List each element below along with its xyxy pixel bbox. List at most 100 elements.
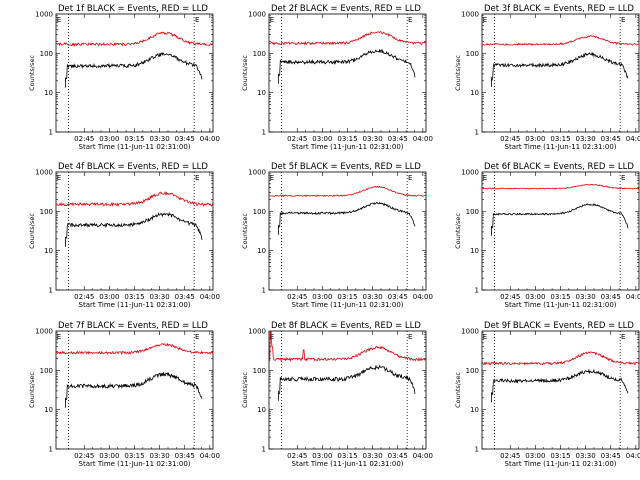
y-tick-label: 1 — [262, 287, 266, 295]
x-tick-label: 03:30 — [363, 135, 383, 143]
y-tick-label: 1000 — [35, 11, 53, 19]
series-lld — [481, 183, 640, 190]
y-tick-label: 100 — [40, 50, 53, 58]
x-tick-label: 03:15 — [124, 135, 144, 143]
y-tick-label: 10 — [44, 89, 53, 97]
x-tick-label: 02:45 — [500, 293, 520, 301]
series-events — [278, 364, 416, 395]
plot-frame — [268, 171, 427, 291]
x-tick-label: 04:00 — [626, 293, 640, 301]
y-tick-label: 1000 — [248, 11, 266, 19]
x-tick-label: 03:00 — [312, 293, 332, 301]
x-tick-label: 02:45 — [287, 135, 307, 143]
y-tick-label: 100 — [253, 50, 266, 58]
x-axis-label: Start Time (11-Jun-11 02:31:00) — [505, 143, 617, 151]
plot-frame — [268, 13, 427, 133]
x-tick-label: 03:30 — [363, 452, 383, 460]
x-tick-label: 03:00 — [312, 135, 332, 143]
plot-frame — [55, 13, 214, 133]
x-tick-label: 03:45 — [388, 293, 408, 301]
event-marker-label: E — [57, 174, 61, 182]
x-axis-label: Start Time (11-Jun-11 02:31:00) — [505, 301, 617, 309]
x-tick-label: 03:00 — [99, 293, 119, 301]
event-marker-label: E — [483, 333, 487, 341]
y-tick-label: 100 — [40, 367, 53, 375]
x-tick-label: 03:15 — [550, 135, 570, 143]
y-tick-label: 1 — [475, 129, 479, 137]
event-marker-label: E — [483, 174, 487, 182]
y-tick-label: 10 — [470, 247, 479, 255]
x-tick-label: 03:30 — [363, 293, 383, 301]
x-tick-label: 03:30 — [576, 135, 596, 143]
series-events — [65, 372, 203, 401]
x-axis-label: Start Time (11-Jun-11 02:31:00) — [505, 460, 617, 468]
series-events — [278, 201, 416, 228]
y-axis-label: Counts/sec — [454, 372, 462, 408]
x-tick-label: 03:45 — [601, 452, 621, 460]
event-marker-label: E — [57, 16, 61, 24]
series-lld — [268, 331, 427, 363]
chart-panel-6f: Det 6f BLACK = Events, RED = LLD 1 10 100 10… — [454, 162, 640, 309]
chart-panel-4f: Det 4f BLACK = Events, RED = LLD 1 10 100 10… — [28, 162, 220, 309]
y-tick-label: 1000 — [35, 169, 53, 177]
y-axis-label: Counts/sec — [28, 372, 36, 408]
event-marker-label: E — [621, 333, 625, 341]
y-tick-label: 1000 — [461, 11, 479, 19]
chart-title: Det 9f BLACK = Events, RED = LLD — [484, 321, 634, 331]
y-tick-label: 1 — [49, 129, 53, 137]
y-axis-label: Counts/sec — [241, 213, 249, 249]
y-tick-label: 1 — [49, 446, 53, 454]
x-tick-label: 04:00 — [200, 135, 220, 143]
plot-frame — [55, 171, 214, 291]
chart-title: Det 2f BLACK = Events, RED = LLD — [271, 4, 421, 14]
x-tick-label: 03:15 — [337, 135, 357, 143]
chart-panel-5f: Det 5f BLACK = Events, RED = LLD 1 10 100 10… — [241, 162, 433, 309]
y-tick-label: 1 — [262, 446, 266, 454]
event-marker-label: E — [195, 16, 199, 24]
y-axis-label: Counts/sec — [454, 213, 462, 249]
series-events — [491, 203, 629, 229]
x-tick-label: 04:00 — [626, 452, 640, 460]
y-tick-label: 100 — [40, 208, 53, 216]
event-marker-label: E — [408, 16, 412, 24]
series-lld — [481, 34, 640, 46]
y-tick-label: 1000 — [248, 169, 266, 177]
x-tick-label: 02:45 — [500, 135, 520, 143]
y-axis-label: Counts/sec — [241, 372, 249, 408]
x-tick-label: 03:00 — [525, 135, 545, 143]
y-tick-label: 10 — [257, 89, 266, 97]
chart-title: Det 7f BLACK = Events, RED = LLD — [58, 321, 208, 331]
chart-panel-9f: Det 9f BLACK = Events, RED = LLD 1 10 100 10… — [454, 321, 640, 468]
y-tick-label: 10 — [257, 247, 266, 255]
x-tick-label: 04:00 — [413, 135, 433, 143]
chart-panel-8f: Det 8f BLACK = Events, RED = LLD 1 10 100 10… — [241, 321, 433, 468]
x-tick-label: 02:45 — [74, 293, 94, 301]
x-tick-label: 02:45 — [74, 452, 94, 460]
x-axis-label: Start Time (11-Jun-11 02:31:00) — [292, 301, 404, 309]
y-axis-label: Counts/sec — [241, 55, 249, 91]
x-tick-label: 03:30 — [576, 293, 596, 301]
x-tick-label: 02:45 — [500, 452, 520, 460]
chart-panel-1f: Det 1f BLACK = Events, RED = LLD 1 10 100 10… — [28, 4, 220, 151]
series-events — [491, 368, 629, 396]
series-events — [65, 52, 203, 80]
y-axis-label: Counts/sec — [28, 213, 36, 249]
event-marker-label: E — [408, 333, 412, 341]
event-marker-label: E — [57, 333, 61, 341]
series-lld — [268, 185, 427, 198]
x-tick-label: 03:00 — [99, 135, 119, 143]
y-tick-label: 100 — [253, 367, 266, 375]
series-lld — [268, 31, 427, 46]
x-axis-label: Start Time (11-Jun-11 02:31:00) — [79, 460, 191, 468]
y-tick-label: 1000 — [248, 328, 266, 336]
y-tick-label: 10 — [470, 89, 479, 97]
y-tick-label: 10 — [470, 406, 479, 414]
event-marker-label: E — [270, 174, 274, 182]
x-tick-label: 02:45 — [287, 452, 307, 460]
event-marker-label: E — [270, 333, 274, 341]
x-axis-label: Start Time (11-Jun-11 02:31:00) — [292, 460, 404, 468]
x-tick-label: 03:00 — [525, 452, 545, 460]
x-tick-label: 03:15 — [337, 293, 357, 301]
y-tick-label: 1000 — [461, 328, 479, 336]
